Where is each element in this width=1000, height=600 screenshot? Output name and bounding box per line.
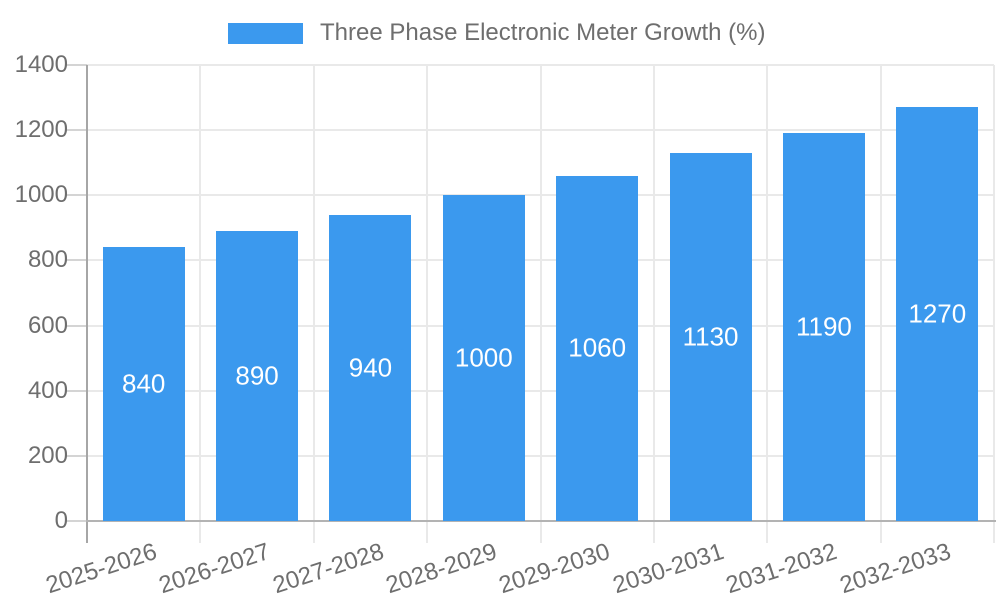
v-gridline bbox=[426, 65, 429, 543]
v-gridline bbox=[312, 65, 315, 543]
v-gridline bbox=[766, 65, 769, 543]
bar-2028-2029: 1000 bbox=[442, 195, 525, 521]
y-axis-tick-label: 600 bbox=[27, 311, 68, 339]
bar-value-label: 840 bbox=[121, 368, 166, 399]
bar-2029-2030: 1060 bbox=[556, 175, 639, 521]
bar-value-label: 1190 bbox=[795, 311, 852, 342]
legend-color-swatch bbox=[228, 22, 303, 44]
y-tick-mark bbox=[67, 64, 87, 66]
y-tick-mark bbox=[67, 520, 87, 522]
bar-value-label: 1130 bbox=[682, 321, 739, 352]
y-tick-mark bbox=[67, 129, 87, 132]
y-tick-mark bbox=[67, 324, 87, 327]
bar-2027-2028: 940 bbox=[329, 214, 412, 521]
y-axis-tick-label: 1400 bbox=[14, 51, 68, 78]
bar-2031-2032: 1190 bbox=[782, 133, 865, 521]
chart-legend[interactable]: Three Phase Electronic Meter Growth (%) bbox=[228, 19, 766, 46]
y-axis-tick-label: 1200 bbox=[14, 116, 68, 144]
v-gridline bbox=[199, 65, 202, 543]
y-tick-mark bbox=[67, 454, 87, 457]
bar-2026-2027: 890 bbox=[216, 231, 299, 521]
v-gridline bbox=[879, 65, 882, 543]
y-tick-mark bbox=[67, 259, 87, 262]
y-tick-mark bbox=[67, 194, 87, 197]
y-axis-tick-label: 0 bbox=[54, 507, 68, 534]
bar-value-label: 1270 bbox=[908, 298, 967, 329]
y-axis-tick-label: 400 bbox=[27, 376, 68, 404]
y-axis-tick-label: 800 bbox=[27, 246, 68, 274]
y-tick-mark bbox=[67, 389, 87, 392]
v-gridline bbox=[652, 65, 655, 543]
v-gridline bbox=[539, 65, 542, 543]
bar-value-label: 1000 bbox=[454, 342, 513, 373]
bar-value-label: 1060 bbox=[568, 332, 627, 363]
y-axis-tick-label: 1000 bbox=[14, 181, 68, 209]
x-axis-line bbox=[86, 520, 996, 522]
y-axis-line bbox=[86, 65, 88, 543]
bar-2030-2031: 1130 bbox=[669, 152, 752, 521]
bar-value-label: 940 bbox=[348, 352, 393, 383]
bar-2025-2026: 840 bbox=[102, 247, 185, 521]
bar-value-label: 890 bbox=[235, 360, 279, 391]
v-gridline bbox=[993, 65, 995, 543]
legend-label: Three Phase Electronic Meter Growth (%) bbox=[320, 19, 766, 46]
y-axis-tick-label: 200 bbox=[27, 441, 68, 469]
bar-2032-2033: 1270 bbox=[896, 107, 979, 521]
